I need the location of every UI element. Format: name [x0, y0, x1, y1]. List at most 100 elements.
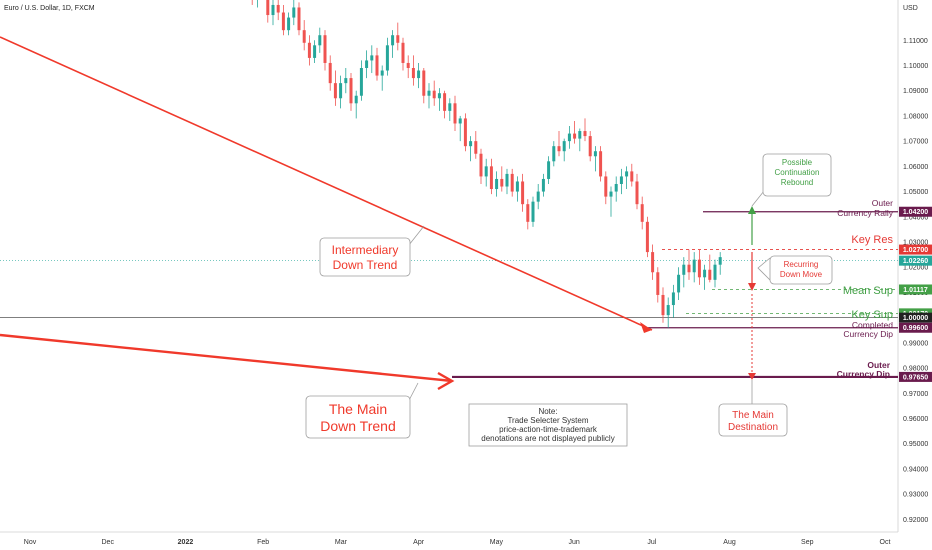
symbol-title: Euro / U.S. Dollar, 1D, FXCM — [4, 5, 95, 12]
candle-body — [489, 166, 493, 190]
y-tick-label: 1.03000 — [903, 240, 928, 247]
candle-body — [687, 264, 691, 273]
candle-body — [287, 17, 291, 31]
y-tick-label: 1.04000 — [903, 214, 928, 221]
price-tag-label: 1.04200 — [903, 209, 928, 216]
candle-body — [599, 151, 603, 177]
y-tick-label: 1.08000 — [903, 113, 928, 120]
candle-body — [495, 178, 499, 190]
candle-body — [521, 181, 525, 205]
candle-body — [323, 35, 327, 63]
candle-body — [349, 78, 353, 104]
candle-body — [427, 90, 431, 96]
candle-body — [339, 83, 343, 99]
y-tick-label: 1.10000 — [903, 63, 928, 70]
candle-body — [401, 42, 405, 63]
callout-continuation[interactable]: Possible Continuation Rebound — [751, 153, 832, 207]
candle-body — [666, 305, 670, 316]
candle-body — [656, 272, 660, 295]
y-tick-label: 1.11000 — [903, 38, 928, 45]
note-line1: Note: — [538, 407, 557, 416]
candle-body — [453, 103, 457, 124]
candle-body — [625, 171, 629, 177]
y-tick-label: 1.05000 — [903, 189, 928, 196]
x-tick-label: Jun — [568, 539, 579, 546]
candle-body — [458, 118, 462, 124]
candle-body — [526, 204, 530, 222]
label-outer-rally-1: Outer — [872, 198, 893, 208]
candle-body — [385, 45, 389, 71]
price-tag-bg — [899, 322, 932, 333]
candle-body — [562, 141, 566, 152]
label-outer-rally-2: Currency Rally — [837, 208, 893, 218]
callout-recurring[interactable]: Recurring Down Move — [757, 255, 833, 285]
candle-body — [583, 131, 587, 137]
callout-destination[interactable]: The Main Destination — [718, 380, 788, 437]
down-move-arrow-head — [748, 283, 756, 291]
x-tick-label: Dec — [102, 539, 115, 546]
price-tag-bg — [899, 206, 932, 217]
callout-main-trend[interactable]: The Main Down Trend — [305, 382, 419, 439]
callout-continuation-line3: Rebound — [781, 178, 813, 187]
label-key-sup: Key Sup — [851, 309, 893, 321]
candle-body — [692, 259, 696, 273]
candle-body — [422, 70, 426, 96]
label-outer-dip-1: Outer — [867, 360, 890, 370]
candle-body — [474, 141, 478, 154]
candle-body — [510, 173, 514, 192]
candle-body — [630, 171, 634, 182]
candle-body — [677, 274, 681, 293]
main-trend-line[interactable] — [0, 333, 453, 383]
y-tick-label: 0.92000 — [903, 517, 928, 524]
y-tick-label: 0.96000 — [903, 416, 928, 423]
candle-body — [333, 83, 337, 99]
price-tag-bg — [899, 255, 932, 266]
y-tick-label: 0.97000 — [903, 391, 928, 398]
candle-body — [297, 7, 301, 31]
candle-body — [370, 55, 374, 61]
candle-body — [651, 252, 655, 273]
candle-body — [479, 153, 483, 177]
candle-body — [318, 35, 322, 46]
label-completed-1: Completed — [852, 320, 893, 330]
candle-body — [567, 133, 571, 142]
note-box[interactable]: Note: Trade Selecter System price-action… — [468, 403, 628, 447]
x-tick-label: Nov — [24, 539, 37, 546]
candle-body — [469, 141, 473, 147]
x-tick-label: Oct — [880, 539, 891, 546]
intermediary-trend-line[interactable] — [0, 36, 653, 331]
level-labels: Outer Currency Rally Key Res Mean Sup Ke… — [837, 198, 894, 379]
callout-continuation-line2: Continuation — [775, 168, 820, 177]
candle-body — [313, 45, 317, 58]
candle-body — [661, 294, 665, 316]
label-completed-2: Currency Dip — [843, 329, 893, 339]
candle-body — [307, 42, 311, 58]
candle-body — [578, 131, 582, 139]
y-tick-label: 1.02000 — [903, 265, 928, 272]
note-line4: denotations are not displayed publicly — [481, 434, 614, 443]
main-trend-arrow — [437, 371, 455, 391]
candle-body — [266, 0, 270, 16]
price-tag-label: 0.99600 — [903, 325, 928, 332]
candle-body — [557, 146, 561, 152]
label-outer-dip-2: Currency Dip — [837, 369, 890, 379]
callout-recurring-line1: Recurring — [784, 260, 819, 269]
callout-intermediary[interactable]: Intermediary Down Trend — [319, 225, 425, 277]
candle-body — [588, 136, 592, 157]
candle-body — [640, 204, 644, 222]
candle-body — [437, 93, 441, 99]
candle-body — [718, 257, 722, 265]
callout-recurring-line2: Down Move — [780, 270, 823, 279]
callout-destination-line1: The Main — [732, 410, 774, 421]
candles — [251, 0, 722, 328]
callout-continuation-line1: Possible — [782, 158, 813, 167]
candle-body — [505, 173, 509, 187]
price-axis-ticks: 1.11000 1.10000 1.09000 1.08000 1.07000 1.060… — [903, 38, 928, 524]
candle-body — [635, 181, 639, 205]
rebound-arrow-head — [748, 206, 756, 214]
note-line3: price-action-time-trademark — [499, 425, 598, 434]
candle-body — [484, 166, 488, 177]
callout-intermediary-line2: Down Trend — [333, 258, 398, 272]
candle-body — [432, 90, 436, 99]
